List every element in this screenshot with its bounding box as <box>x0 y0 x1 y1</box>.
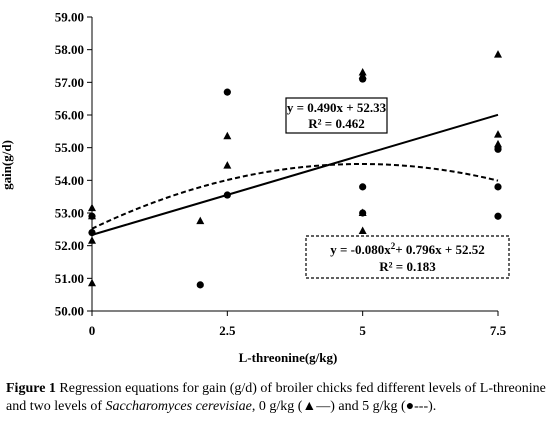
triangle-point <box>196 216 205 225</box>
triangle-point <box>88 203 96 212</box>
circle-point <box>359 183 367 191</box>
quadratic-equation-exponent: 2 <box>391 241 396 251</box>
quadratic-equation-suffix: + 0.796x + 52.52 <box>395 242 485 257</box>
triangle-point <box>88 236 96 244</box>
y-tick-label: 55.00 <box>55 140 84 155</box>
caption-text-4: ). <box>428 398 437 414</box>
triangle-point <box>358 226 367 234</box>
circle-point <box>494 145 502 153</box>
linear-fit-line <box>91 113 499 236</box>
circle-point <box>88 212 96 220</box>
fit-lines <box>91 113 499 236</box>
circle-point <box>223 88 231 96</box>
linear-equation: y = 0.490x + 52.33 <box>287 100 387 115</box>
x-tick-label: 7.5 <box>490 323 507 338</box>
circle-point <box>88 229 96 237</box>
circle-point <box>359 209 367 217</box>
caption-key-0: ▲— <box>302 398 331 414</box>
triangle-point <box>494 50 502 58</box>
triangle-point <box>494 139 502 148</box>
y-tick-label: 58.00 <box>55 42 84 57</box>
y-tick-label: 56.00 <box>55 108 84 123</box>
y-axis-title: gain(g/d) <box>0 140 14 190</box>
caption-text-3: ) and 5 g/kg ( <box>330 398 406 414</box>
caption-text-1: Regression equations for gain (g/d) of b… <box>6 381 546 414</box>
circle-point <box>494 212 502 220</box>
x-tick-label: 5 <box>359 323 366 338</box>
y-tick-label: 52.00 <box>55 238 84 253</box>
y-tick-label: 50.00 <box>55 304 84 319</box>
x-axis-ticks: 0 2.5 5 7.5 <box>89 311 507 338</box>
y-tick-label: 57.00 <box>55 75 84 90</box>
x-tick-label: 0 <box>89 323 96 338</box>
caption-figure-label: Figure 1 <box>6 381 56 396</box>
triangle-point <box>494 130 502 138</box>
circle-point <box>494 183 502 191</box>
chart: 50.00 51.00 52.00 53.00 54.00 55.00 56.00 57.00… <box>0 10 510 365</box>
quadratic-equation-prefix: y = -0.080x <box>330 242 391 257</box>
triangle-point <box>223 131 232 140</box>
y-tick-label: 53.00 <box>55 206 84 221</box>
circle-point <box>359 75 367 83</box>
y-tick-label: 51.00 <box>55 271 84 286</box>
triangle-point <box>223 161 232 169</box>
figure-caption: Figure 1 Regression equations for gain (… <box>6 380 551 415</box>
linear-r2: R² = 0.462 <box>308 116 364 131</box>
quadratic-equation-box: y = -0.080x2+ 0.796x + 52.52 R² = 0.183 <box>305 235 510 279</box>
y-axis-ticks: 50.00 51.00 52.00 53.00 54.00 55.00 56.00 57.00… <box>55 10 92 319</box>
linear-equation-box: y = 0.490x + 52.33 R² = 0.462 <box>285 97 388 134</box>
quadratic-fit-curve <box>91 162 499 230</box>
circle-point <box>196 281 204 289</box>
caption-species: Saccharomyces cerevisiae <box>105 398 252 414</box>
triangle-point <box>88 278 96 287</box>
y-tick-label: 54.00 <box>55 173 84 188</box>
circle-point <box>223 191 231 199</box>
quadratic-equation: y = -0.080x2+ 0.796x + 52.52 <box>330 241 485 257</box>
data-points <box>88 50 502 289</box>
x-axis-title: L-threonine(g/kg) <box>239 350 338 365</box>
y-tick-label: 59.00 <box>55 10 84 25</box>
caption-key-5: ●--- <box>405 398 429 414</box>
caption-text-2: , 0 g/kg ( <box>251 398 303 414</box>
x-tick-label: 2.5 <box>219 323 236 338</box>
quadratic-r2: R² = 0.183 <box>379 259 436 274</box>
